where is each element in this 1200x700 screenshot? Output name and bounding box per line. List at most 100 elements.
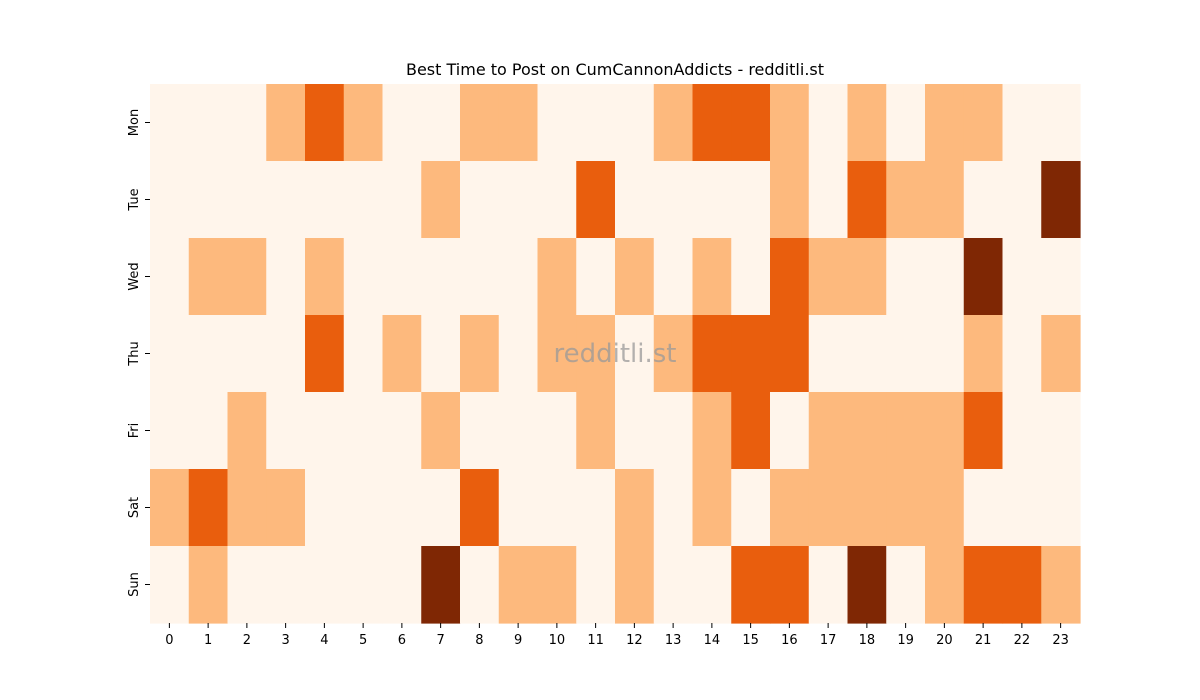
heatmap-cell-tue-21 [963,161,1004,239]
heatmap-cell-sun-14 [692,546,732,624]
x-tick-label: 10 [549,633,566,648]
x-tick-label: 16 [781,633,798,648]
x-tick-label: 8 [475,633,483,648]
x-tick-label: 13 [665,633,682,648]
heatmap-cell-tue-3 [266,161,306,239]
heatmap-cell-mon-4 [305,84,345,162]
heatmap-cell-wed-11 [576,238,616,316]
heatmap-cell-wed-18 [847,238,887,316]
heatmap-cell-fri-10 [537,392,577,470]
heatmap-cell-sun-23 [1041,546,1081,624]
heatmap-cell-thu-4 [305,315,345,393]
watermark: redditli.st [554,339,677,369]
x-tick-label: 1 [204,633,212,648]
heatmap-cell-wed-21 [963,238,1004,316]
heatmap-cell-sat-13 [653,469,694,547]
heatmap-cell-tue-11 [576,161,616,239]
heatmap-cell-wed-19 [886,238,926,316]
heatmap-cell-fri-14 [692,392,732,470]
heatmap-cell-fri-12 [615,392,655,470]
y-tick-label: Thu [127,341,142,366]
heatmap-cell-sat-10 [537,469,577,547]
heatmap-cell-sat-12 [615,469,655,547]
heatmap-cell-thu-18 [847,315,887,393]
heatmap-cell-fri-5 [343,392,384,470]
heatmap-cell-sun-21 [963,546,1004,624]
x-tick-label: 2 [243,633,251,648]
heatmap-cell-wed-10 [537,238,577,316]
heatmap-cell-thu-11 [576,315,616,393]
heatmap-cell-sun-5 [343,546,384,624]
y-tick-label: Fri [127,423,142,439]
heatmap-cell-tue-10 [537,161,577,239]
heatmap-cell-thu-0 [150,315,190,393]
heatmap-cell-wed-23 [1041,238,1081,316]
heatmap-cell-wed-0 [150,238,190,316]
x-tick-label: 17 [820,633,837,648]
heatmap-cell-fri-13 [653,392,694,470]
heatmap-cell-fri-3 [266,392,306,470]
heatmap-cell-tue-2 [227,161,267,239]
y-tick-label: Mon [127,109,142,136]
x-tick-label: 11 [587,633,604,648]
heatmap-cell-thu-6 [382,315,422,393]
x-tick-label: 19 [897,633,914,648]
heatmap-cell-mon-23 [1041,84,1081,162]
heatmap-cells [150,84,1081,624]
heatmap-cell-fri-20 [925,392,965,470]
heatmap-cell-mon-7 [421,84,461,162]
heatmap-cell-fri-19 [886,392,926,470]
heatmap-cell-sat-6 [382,469,422,547]
heatmap-cell-wed-15 [731,238,771,316]
heatmap-cell-fri-17 [808,392,849,470]
heatmap-cell-sat-23 [1041,469,1081,547]
x-tick-label: 5 [359,633,367,648]
heatmap-cell-sun-18 [847,546,887,624]
heatmap-cell-tue-0 [150,161,190,239]
x-tick-label: 7 [436,633,444,648]
heatmap-cell-mon-2 [227,84,267,162]
heatmap-cell-mon-15 [731,84,771,162]
heatmap-cell-thu-15 [731,315,771,393]
heatmap-cell-mon-11 [576,84,616,162]
heatmap-cell-sun-12 [615,546,655,624]
heatmap-cell-mon-12 [615,84,655,162]
heatmap-cell-wed-14 [692,238,732,316]
heatmap-cell-mon-16 [770,84,810,162]
heatmap-cell-thu-5 [343,315,384,393]
x-tick-label: 9 [514,633,522,648]
heatmap-cell-tue-5 [343,161,384,239]
heatmap-cell-thu-16 [770,315,810,393]
heatmap-cell-sat-20 [925,469,965,547]
x-tick-label: 4 [320,633,328,648]
heatmap-cell-sun-1 [188,546,229,624]
heatmap-cell-wed-16 [770,238,810,316]
heatmap-cell-fri-21 [963,392,1004,470]
heatmap-cell-thu-10 [537,315,577,393]
heatmap-cell-sat-22 [1002,469,1042,547]
heatmap-cell-mon-20 [925,84,965,162]
heatmap-cell-sun-9 [498,546,539,624]
x-tick-label: 22 [1014,633,1031,648]
heatmap-cell-fri-9 [498,392,539,470]
heatmap-cell-thu-22 [1002,315,1042,393]
heatmap-cell-sun-22 [1002,546,1042,624]
x-tick-label: 21 [975,633,992,648]
heatmap-cell-sat-9 [498,469,539,547]
heatmap-cell-fri-2 [227,392,267,470]
heatmap-cell-tue-16 [770,161,810,239]
heatmap-cell-sun-17 [808,546,849,624]
x-tick-label: 0 [165,633,173,648]
heatmap-cell-wed-17 [808,238,849,316]
heatmap-cell-fri-11 [576,392,616,470]
heatmap-cell-mon-21 [963,84,1004,162]
heatmap-cell-fri-6 [382,392,422,470]
heatmap-cell-mon-14 [692,84,732,162]
heatmap-cell-mon-3 [266,84,306,162]
heatmap-cell-mon-10 [537,84,577,162]
heatmap-cell-fri-15 [731,392,771,470]
heatmap-cell-sat-4 [305,469,345,547]
y-axis: Mon Tue Wed Thu Fri Sat Sun [127,109,150,597]
x-axis: 0 1 2 3 4 5 6 7 8 9 10 11 12 13 14 15 16 17 18 19 20 21 22 23 [165,623,1069,648]
